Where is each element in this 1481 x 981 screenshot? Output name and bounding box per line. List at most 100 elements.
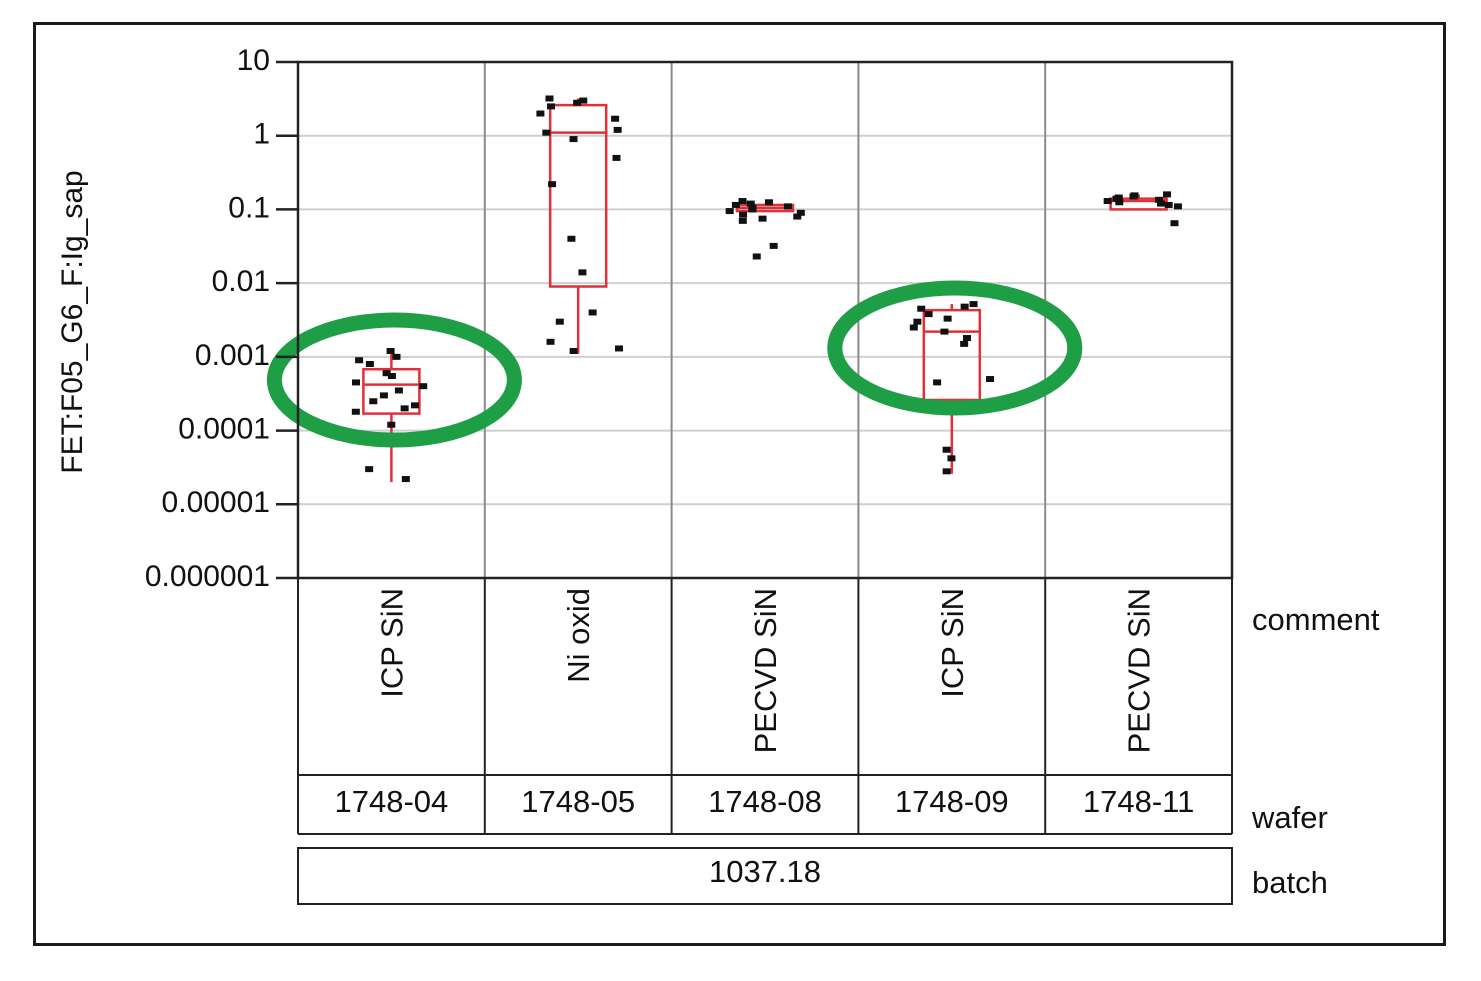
data-point [725, 208, 734, 215]
data-point [612, 154, 621, 161]
data-point [542, 129, 551, 136]
data-point [419, 383, 428, 390]
data-point [548, 181, 557, 188]
data-point [386, 348, 395, 355]
data-point [1173, 203, 1182, 210]
data-point [555, 318, 564, 325]
data-point [1163, 191, 1172, 198]
data-point [536, 110, 545, 117]
data-point [969, 301, 978, 308]
y-axis-label: FET:F05_G6_F:Ig_sap [56, 170, 89, 474]
batch-label: 1037.18 [709, 854, 821, 889]
data-point [764, 199, 773, 206]
data-point [569, 348, 578, 355]
data-point [394, 387, 403, 394]
wafer-label: 1748-11 [1083, 784, 1194, 819]
batch-cell [297, 847, 1233, 905]
data-point [960, 340, 969, 347]
comment-label: Ni oxid [561, 588, 596, 683]
data-point [400, 405, 409, 412]
data-point [569, 136, 578, 143]
data-point [986, 376, 995, 383]
data-point [567, 235, 576, 242]
data-point [924, 311, 933, 318]
data-point [578, 269, 587, 276]
data-point [962, 335, 971, 342]
data-point [917, 305, 926, 312]
data-points [351, 95, 1182, 483]
wafer-label: 1748-08 [708, 784, 822, 819]
data-point [933, 379, 942, 386]
wafer-label: 1748-05 [521, 784, 635, 819]
data-point [379, 392, 388, 399]
comment-label: ICP SiN [374, 588, 409, 698]
data-point [369, 398, 378, 405]
y-tick-label: 0.01 [212, 265, 270, 298]
figure-frame [33, 22, 1446, 946]
row-label-wafer: wafer [1251, 800, 1328, 835]
data-point [614, 345, 623, 352]
data-point [1115, 199, 1124, 206]
data-point [1103, 198, 1112, 205]
data-point [748, 206, 757, 213]
y-tick-label: 0.000001 [145, 560, 270, 593]
data-point [731, 201, 740, 208]
plot-border [296, 60, 1234, 580]
data-point [387, 372, 396, 379]
y-tick-label: 1 [253, 118, 270, 151]
data-point [783, 203, 792, 210]
comment-label: PECVD SiN [748, 588, 783, 753]
data-point [611, 115, 620, 122]
category-table: ICP SiN 1748-04 Ni oxid 1748-05 PECVD SiN 174… [297, 578, 1380, 905]
data-point [913, 318, 922, 325]
data-point [758, 215, 767, 222]
comment-label: ICP SiN [935, 588, 970, 698]
data-point [1112, 195, 1121, 202]
data-point [387, 421, 396, 428]
data-point [392, 353, 401, 360]
box [362, 367, 421, 415]
data-point [1155, 196, 1164, 203]
y-tick-label: 0.001 [195, 339, 270, 372]
wafer-label: 1748-09 [895, 784, 1009, 819]
comment-label: PECVD SiN [1122, 588, 1157, 753]
data-point [738, 198, 747, 205]
data-point [351, 379, 360, 386]
highlight-ellipse [827, 280, 1083, 416]
data-point [746, 200, 755, 207]
data-point [943, 315, 952, 322]
data-point [1129, 193, 1138, 200]
data-point [947, 455, 956, 462]
y-tick-label: 0.00001 [162, 486, 270, 519]
data-point [769, 242, 778, 249]
y-axis: 10 1 0.1 0.01 0.001 0.0001 0.00001 0.000001 [145, 44, 1234, 593]
data-point [547, 103, 556, 110]
data-point [942, 446, 951, 453]
row-label-batch: batch [1252, 865, 1328, 900]
data-point [579, 97, 588, 104]
data-point [942, 468, 951, 475]
data-point [355, 357, 364, 364]
data-point [613, 126, 622, 133]
data-point [1156, 200, 1165, 207]
y-tick-label: 0.0001 [178, 412, 270, 445]
data-point [940, 328, 949, 335]
y-tick-label: 10 [237, 44, 270, 77]
data-point [546, 338, 555, 345]
data-point [401, 476, 410, 483]
data-point [752, 253, 761, 260]
data-point [382, 370, 391, 377]
data-point [573, 99, 582, 106]
highlight-ellipses [266, 280, 1083, 448]
data-point [365, 361, 374, 368]
data-point [960, 303, 969, 310]
data-point [545, 95, 554, 102]
highlight-ellipse [266, 312, 522, 448]
data-point [909, 324, 918, 331]
data-point [739, 211, 748, 218]
data-point [351, 408, 360, 415]
data-point [796, 209, 805, 216]
box [922, 308, 982, 402]
data-point [411, 402, 420, 409]
